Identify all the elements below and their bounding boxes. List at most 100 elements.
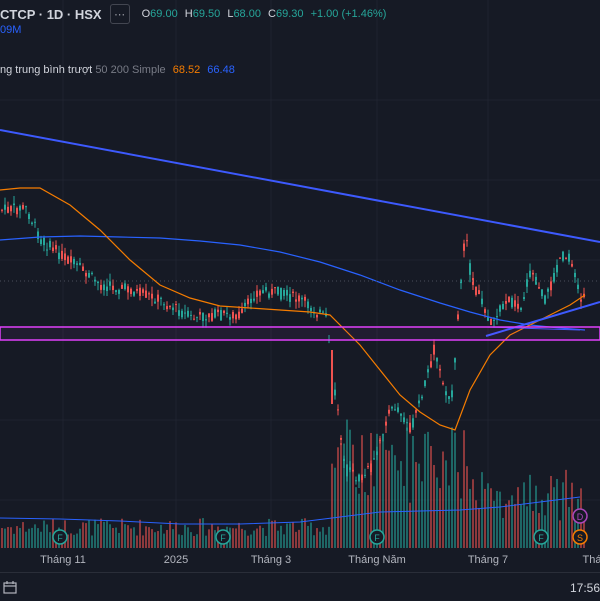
volume-bar bbox=[454, 432, 456, 548]
candle-body bbox=[289, 294, 291, 302]
candle-body bbox=[61, 250, 63, 259]
calendar-range-icon[interactable] bbox=[2, 579, 18, 595]
volume-bar bbox=[295, 531, 297, 548]
candle-body bbox=[364, 474, 366, 476]
volume-bar bbox=[343, 443, 345, 548]
volume-bar bbox=[430, 446, 432, 548]
candle-body bbox=[517, 303, 519, 309]
volume-bar bbox=[484, 488, 486, 548]
candle-body bbox=[259, 290, 261, 296]
dividend-marker-f-label: F bbox=[57, 533, 63, 543]
candle-body bbox=[91, 272, 93, 274]
dividend-marker-f[interactable] bbox=[215, 529, 231, 545]
candle-body bbox=[532, 272, 534, 275]
candle-body bbox=[508, 296, 510, 303]
candle-body bbox=[514, 300, 516, 307]
candle-body bbox=[562, 251, 564, 261]
split-marker-s[interactable] bbox=[572, 529, 588, 545]
event-markers[interactable]: F F F F D S bbox=[52, 508, 588, 545]
volume-bar bbox=[25, 531, 27, 548]
candle-body bbox=[97, 281, 99, 284]
candle-body bbox=[256, 290, 258, 297]
price-chart[interactable]: F F F F D S bbox=[0, 0, 600, 548]
volume-bar bbox=[136, 535, 138, 548]
candle-body bbox=[280, 287, 282, 300]
volume-bar bbox=[262, 527, 264, 548]
ma-legend[interactable]: ng trung bình trượt 50 200 Simple 68.52 … bbox=[0, 64, 235, 76]
volume-bar bbox=[511, 495, 513, 548]
candle-body bbox=[316, 314, 318, 318]
candle-body bbox=[250, 298, 252, 304]
current-time: 17:56 bbox=[569, 581, 600, 595]
settings-icon[interactable]: ⋯ bbox=[109, 4, 130, 24]
volume-bar bbox=[529, 474, 531, 548]
candle-body bbox=[421, 396, 423, 399]
support-trendline[interactable] bbox=[485, 301, 600, 337]
ma50-value: 68.52 bbox=[172, 64, 201, 76]
time-axis[interactable]: Tháng 11 2025 Tháng 3 Tháng Năm Tháng 7 … bbox=[0, 548, 600, 572]
volume-bar bbox=[532, 510, 534, 548]
volume-bar bbox=[4, 528, 6, 548]
volume-bar bbox=[499, 491, 501, 548]
volume-bar bbox=[475, 500, 477, 548]
volume-bar bbox=[448, 485, 450, 548]
volume-bar bbox=[397, 470, 399, 548]
candle-body bbox=[400, 413, 402, 416]
volume-bar bbox=[241, 528, 243, 548]
volume-bar bbox=[1, 528, 3, 548]
volume-bar bbox=[568, 507, 570, 548]
volume-bar bbox=[382, 435, 384, 548]
volume-bar bbox=[355, 487, 357, 548]
volume-bar bbox=[130, 528, 132, 548]
candle-body bbox=[466, 240, 468, 242]
volume-bar bbox=[418, 463, 420, 548]
candle-body bbox=[343, 458, 345, 462]
dividend-marker-f[interactable] bbox=[369, 529, 385, 545]
candle-body bbox=[109, 281, 111, 286]
candle-body bbox=[25, 206, 27, 208]
symbol-title[interactable]: CTCP · 1D · HSX bbox=[0, 6, 102, 22]
volume-bar bbox=[103, 521, 105, 548]
volume-bar bbox=[391, 444, 393, 548]
volume-bar bbox=[322, 527, 324, 548]
candle-body bbox=[247, 298, 249, 305]
dividend-marker-f[interactable] bbox=[533, 529, 549, 545]
candle-body bbox=[64, 253, 66, 261]
volume-bars bbox=[1, 419, 585, 548]
candle-body bbox=[415, 410, 417, 413]
candle-body bbox=[544, 295, 546, 304]
volume-bar bbox=[526, 506, 528, 548]
volume-bar bbox=[571, 482, 573, 548]
volume-bar bbox=[340, 443, 342, 548]
volume-bar bbox=[325, 534, 327, 548]
volume-bar bbox=[472, 479, 474, 548]
volume-bar bbox=[91, 535, 93, 548]
dividend-marker-d[interactable] bbox=[572, 508, 588, 524]
volume-bar bbox=[442, 451, 444, 548]
volume-bar bbox=[349, 429, 351, 548]
support-zone[interactable] bbox=[0, 326, 600, 341]
volume-bar bbox=[247, 535, 249, 548]
volume-bar bbox=[553, 487, 555, 548]
volume-bar bbox=[142, 535, 144, 548]
resistance-trendline[interactable] bbox=[0, 129, 600, 243]
axis-label: Tháng 11 bbox=[40, 554, 86, 566]
candle-body bbox=[418, 400, 420, 404]
candle-body bbox=[31, 222, 33, 224]
dividend-marker-f[interactable] bbox=[52, 529, 68, 545]
volume-bar bbox=[283, 534, 285, 548]
volume-bar bbox=[394, 455, 396, 548]
volume-bar bbox=[211, 523, 213, 548]
dividend-marker-d-label: D bbox=[577, 512, 584, 522]
volume-bar bbox=[193, 535, 195, 548]
candle-body bbox=[4, 204, 6, 210]
candle-body bbox=[187, 310, 189, 317]
candle-body bbox=[130, 288, 132, 294]
candle-body bbox=[151, 293, 153, 299]
ma50-line bbox=[0, 187, 586, 431]
candle-body bbox=[181, 310, 183, 318]
candle-body bbox=[40, 239, 42, 245]
volume-bar bbox=[331, 463, 333, 548]
candle-body bbox=[199, 311, 201, 315]
candle-body bbox=[367, 466, 369, 468]
